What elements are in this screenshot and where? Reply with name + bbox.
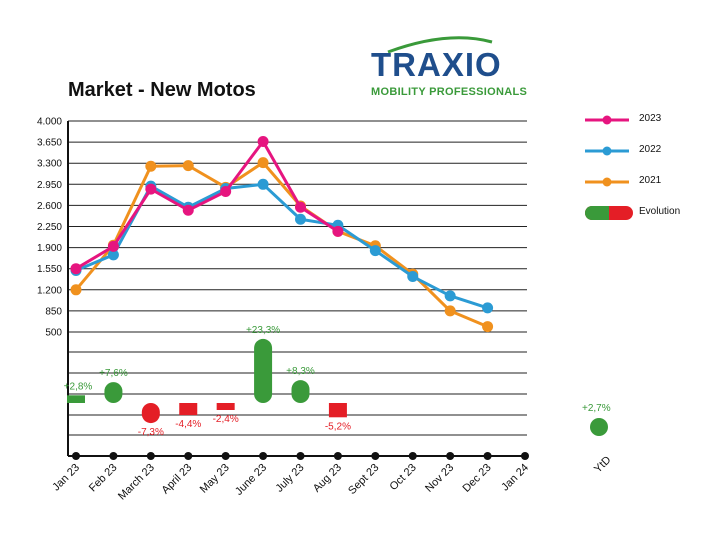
x-tick-label: Aug 23 (311, 462, 344, 495)
evolution-label: -5,2% (325, 421, 351, 432)
logo-swoosh-icon (387, 36, 493, 54)
y-tick-label: 850 (45, 306, 62, 317)
data-point-2023 (70, 263, 82, 275)
data-point-2022 (257, 178, 269, 190)
evolution-label: -7,3% (138, 427, 164, 438)
series-line-2021 (74, 161, 489, 328)
x-tick-label: May 23 (198, 462, 232, 496)
y-tick-label: 1.900 (37, 243, 62, 254)
x-tick-label: June 23 (233, 462, 269, 498)
x-tick-marker (521, 452, 529, 460)
x-tick-marker (483, 452, 492, 460)
chart-title: Market - New Motos (68, 79, 256, 101)
y-tick-label: 1.200 (37, 285, 62, 296)
legend-swatch-2023-icon (585, 115, 629, 125)
x-tick-label: Dec 23 (461, 462, 494, 495)
data-point-2021 (182, 160, 194, 172)
y-tick-label: 4.000 (37, 117, 62, 128)
evolution-label: -2,4% (213, 414, 239, 425)
evolution-label: +7,6% (99, 368, 128, 379)
legend-item-2022: 2022 (583, 141, 703, 161)
logo-brand-text: TRAXIO (371, 46, 502, 83)
x-tick-label: Sept 23 (346, 462, 381, 497)
x-tick-marker (371, 452, 380, 460)
data-point-2023 (295, 201, 306, 213)
x-tick-label: Nov 23 (423, 462, 456, 495)
evolution-bar (291, 380, 310, 403)
x-tick-marker (446, 452, 455, 460)
x-tick-marker (109, 452, 118, 460)
evolution-bar (328, 403, 347, 418)
x-tick-label: Oct 23 (387, 462, 418, 493)
x-tick-label: April 23 (160, 462, 195, 497)
data-point-2022 (482, 302, 494, 314)
data-point-2021 (257, 157, 269, 169)
data-point-2023 (332, 225, 344, 237)
y-tick-label: 2.600 (37, 201, 62, 212)
legend-label-2022: 2022 (639, 144, 662, 155)
x-tick-marker (184, 452, 193, 460)
data-point-2023 (257, 135, 269, 147)
evolution-bar (141, 403, 160, 424)
data-point-2021 (145, 160, 157, 172)
x-tick-label: Feb 23 (87, 462, 120, 495)
evolution-bar (216, 403, 235, 410)
logo-tagline: MOBILITY PROFESSIONALS (371, 86, 528, 98)
y-tick-label: 3.650 (37, 138, 62, 149)
legend-label-2023: 2023 (639, 113, 662, 124)
y-tick-label: 1.550 (37, 264, 62, 275)
legend-item-evolution: Evolution (583, 203, 703, 223)
data-point-2022 (444, 290, 456, 302)
y-tick-label: 3.300 (37, 159, 62, 170)
legend-swatch-evolution-icon (585, 206, 633, 220)
evolution-label: +23,3% (246, 325, 280, 336)
data-point-2022 (107, 249, 119, 261)
y-tick-label: 2.950 (37, 180, 62, 191)
data-point-2022 (295, 213, 306, 225)
x-tick-marker (296, 452, 305, 460)
ytd-marker (590, 418, 608, 436)
x-tick-marker (72, 452, 80, 460)
x-tick-marker (146, 452, 155, 460)
evolution-bar (104, 382, 123, 403)
x-tick-marker (221, 452, 230, 460)
data-point-2023 (220, 186, 232, 198)
ytd-value-label: +2,7% (582, 403, 611, 414)
evolution-bar (179, 403, 198, 416)
x-tick-label: July 23 (273, 462, 306, 495)
evolution-label: +8,3% (286, 366, 315, 377)
x-tick-label: Jan 23 (50, 462, 82, 494)
legend-swatch-2022-icon (585, 146, 629, 156)
chart-legend: 2023 2022 2021 Evolution (583, 108, 703, 228)
legend-item-2023: 2023 (583, 110, 703, 130)
y-tick-label: 2.250 (37, 222, 62, 233)
y-tick-label: 500 (45, 328, 62, 339)
x-tick-marker (259, 452, 268, 460)
data-point-2021 (482, 321, 494, 333)
data-point-2023 (107, 240, 119, 252)
data-point-2022 (369, 245, 381, 257)
evolution-bar (67, 395, 85, 403)
data-point-2021 (70, 284, 82, 296)
series-line-2023 (75, 139, 339, 270)
evolution-label: -4,4% (175, 419, 201, 430)
x-tick-marker (333, 452, 342, 460)
legend-label-evolution: Evolution (639, 206, 681, 217)
traxio-logo: TRAXIO MOBILITY PROFESSIONALS (368, 36, 533, 104)
evolution-bar (254, 338, 273, 403)
data-point-2023 (182, 204, 194, 216)
legend-label-2021: 2021 (639, 175, 662, 186)
evolution-label: +2,8% (64, 381, 93, 392)
data-point-2021 (444, 305, 456, 317)
x-tick-label: March 23 (116, 462, 157, 503)
legend-item-2021: 2021 (583, 172, 703, 192)
x-tick-label: Jan 24 (499, 462, 531, 494)
legend-swatch-2021-icon (585, 177, 629, 187)
data-point-2023 (145, 183, 157, 195)
data-point-2022 (407, 271, 419, 283)
x-tick-marker (408, 452, 417, 460)
